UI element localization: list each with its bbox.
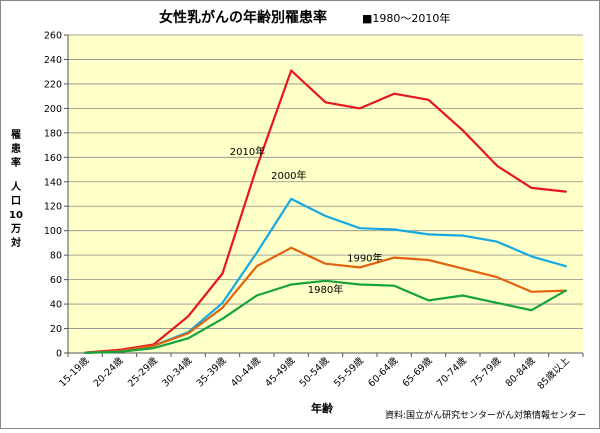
series-label: 2010年 bbox=[230, 145, 265, 158]
series-label: 2000年 bbox=[271, 169, 306, 182]
y-axis-label-char: 罹 bbox=[11, 129, 21, 141]
y-tick-label: 40 bbox=[50, 300, 62, 311]
y-axis-label-char: 万 bbox=[10, 223, 21, 235]
y-tick-label: 200 bbox=[44, 104, 62, 115]
y-tick-label: 120 bbox=[44, 202, 62, 213]
y-axis-label-char: 10 bbox=[9, 210, 23, 221]
series-line bbox=[84, 69, 567, 354]
series-label: 1990年 bbox=[347, 251, 382, 264]
series-layer bbox=[84, 69, 567, 354]
gridlines bbox=[68, 34, 583, 329]
y-tick-label: 160 bbox=[44, 153, 62, 164]
y-axis-label-char: 対 bbox=[10, 236, 21, 249]
y-tick-label: 0 bbox=[56, 349, 62, 360]
y-tick-label: 220 bbox=[44, 79, 62, 90]
y-tick-label: 260 bbox=[44, 31, 62, 42]
legend-note: ■1980〜2010年 bbox=[362, 11, 450, 25]
y-tick-label: 140 bbox=[44, 177, 62, 188]
y-axis-label-char: 人 bbox=[11, 180, 22, 193]
y-tick-label: 20 bbox=[50, 324, 62, 335]
series-line bbox=[84, 279, 567, 354]
y-axis-label-char: 口 bbox=[11, 196, 21, 207]
source-note: 資料:国立がん研究センターがん対策情報センター bbox=[385, 409, 586, 421]
y-tick-label: 80 bbox=[50, 251, 62, 262]
series-labels: 2010年 2000年 1990年 1980年 bbox=[230, 145, 383, 296]
chart-title: 女性乳がんの年齢別罹患率 bbox=[159, 9, 327, 26]
y-tick-label: 60 bbox=[50, 275, 62, 286]
y-tick-label: 240 bbox=[44, 55, 62, 66]
y-tick-label: 100 bbox=[44, 226, 62, 237]
y-axis-label-char: 患 bbox=[11, 142, 21, 155]
y-axis-label-char: 率 bbox=[11, 156, 21, 169]
series-line bbox=[84, 246, 567, 354]
y-tick-label: 180 bbox=[44, 128, 62, 139]
x-axis-label: 年齢 bbox=[311, 401, 334, 415]
series-label: 1980年 bbox=[308, 283, 343, 296]
plot-area bbox=[68, 35, 583, 353]
